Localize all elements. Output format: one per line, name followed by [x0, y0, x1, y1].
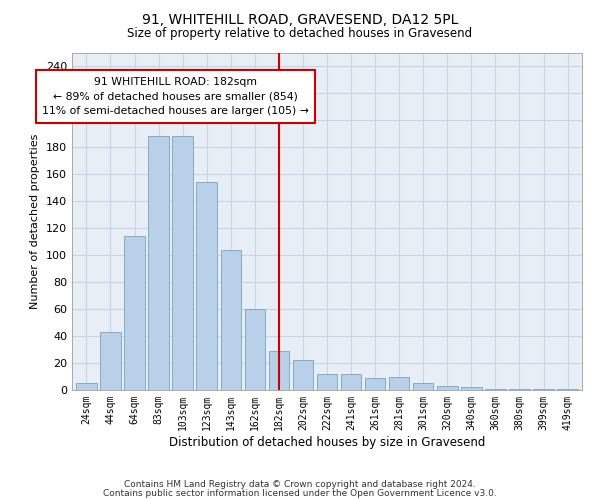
X-axis label: Distribution of detached houses by size in Gravesend: Distribution of detached houses by size …: [169, 436, 485, 448]
Bar: [437, 386, 458, 390]
Bar: [533, 388, 554, 390]
Bar: [389, 376, 409, 390]
Bar: [293, 360, 313, 390]
Bar: [269, 351, 289, 390]
Text: 91 WHITEHILL ROAD: 182sqm
← 89% of detached houses are smaller (854)
11% of semi: 91 WHITEHILL ROAD: 182sqm ← 89% of detac…: [42, 77, 309, 116]
Bar: [413, 383, 433, 390]
Bar: [557, 388, 578, 390]
Bar: [148, 136, 169, 390]
Text: Size of property relative to detached houses in Gravesend: Size of property relative to detached ho…: [127, 28, 473, 40]
Bar: [509, 388, 530, 390]
Text: 91, WHITEHILL ROAD, GRAVESEND, DA12 5PL: 91, WHITEHILL ROAD, GRAVESEND, DA12 5PL: [142, 12, 458, 26]
Y-axis label: Number of detached properties: Number of detached properties: [31, 134, 40, 309]
Bar: [172, 136, 193, 390]
Bar: [100, 332, 121, 390]
Bar: [124, 236, 145, 390]
Bar: [76, 383, 97, 390]
Bar: [317, 374, 337, 390]
Text: Contains public sector information licensed under the Open Government Licence v3: Contains public sector information licen…: [103, 490, 497, 498]
Bar: [196, 182, 217, 390]
Text: Contains HM Land Registry data © Crown copyright and database right 2024.: Contains HM Land Registry data © Crown c…: [124, 480, 476, 489]
Bar: [485, 388, 506, 390]
Bar: [365, 378, 385, 390]
Bar: [341, 374, 361, 390]
Bar: [245, 309, 265, 390]
Bar: [221, 250, 241, 390]
Bar: [461, 388, 482, 390]
